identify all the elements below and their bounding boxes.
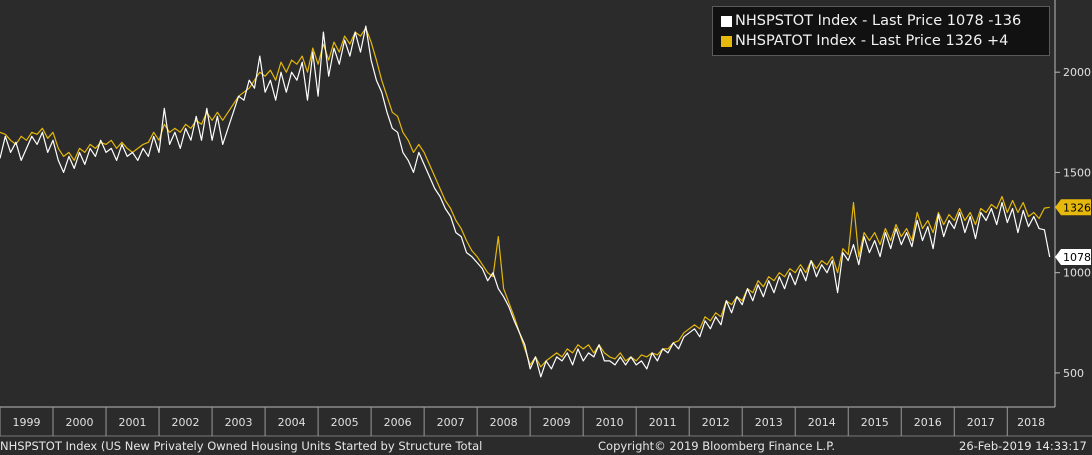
x-tick-label: 2004 xyxy=(278,416,306,429)
footer: NHSPSTOT Index (US New Privately Owned H… xyxy=(0,437,1092,455)
x-tick-label: 2006 xyxy=(384,416,412,429)
footer-timestamp: 26-Feb-2019 14:33:17 xyxy=(959,439,1087,453)
legend-entry-nhspatot: NHSPATOT Index - Last Price 1326 +4 xyxy=(721,31,1041,51)
last-price-label: 1078 xyxy=(1063,251,1091,264)
x-tick-label: 2014 xyxy=(808,416,836,429)
x-tick-label: 2018 xyxy=(1017,416,1045,429)
series-line-nhspstot xyxy=(0,25,1051,378)
y-tick-label: 2000 xyxy=(1063,66,1091,79)
y-tick-label: 500 xyxy=(1063,367,1084,380)
x-tick-label: 2005 xyxy=(331,416,359,429)
footer-copyright: Copyright© 2019 Bloomberg Finance L.P. xyxy=(598,439,835,453)
x-tick-label: 2011 xyxy=(649,416,677,429)
last-price-tag xyxy=(1055,249,1091,266)
series-line-nhspatot xyxy=(0,27,1050,368)
y-tick-label: 1000 xyxy=(1063,267,1091,280)
x-tick-label: 2016 xyxy=(914,416,942,429)
legend-label-nhspstot: NHSPSTOT Index - Last Price 1078 -136 xyxy=(735,13,1022,29)
legend: NHSPSTOT Index - Last Price 1078 -136 NH… xyxy=(712,6,1050,56)
y-tick-label: 1500 xyxy=(1063,166,1091,179)
x-tick-label: 2000 xyxy=(66,416,94,429)
x-tick-label: 2009 xyxy=(543,416,571,429)
legend-label-nhspatot: NHSPATOT Index - Last Price 1326 +4 xyxy=(735,33,1009,49)
legend-swatch-white xyxy=(721,15,732,27)
x-tick-label: 2002 xyxy=(172,416,200,429)
x-tick-label: 2001 xyxy=(119,416,147,429)
x-tick-label: 2015 xyxy=(861,416,889,429)
series-layer xyxy=(0,25,1051,378)
x-tick-label: 2008 xyxy=(490,416,518,429)
price-tags: 1078 1326 xyxy=(1055,199,1091,266)
x-axis: 1999 2000 2001 2002 2003 2004 2005 2006 2007 2008… xyxy=(0,406,1092,437)
x-tick-label: 2010 xyxy=(596,416,624,429)
x-tick-label: 2003 xyxy=(225,416,253,429)
legend-entry-nhspstot: NHSPSTOT Index - Last Price 1078 -136 xyxy=(721,11,1041,31)
footer-description: NHSPSTOT Index (US New Privately Owned H… xyxy=(0,439,483,453)
x-tick-label: 1999 xyxy=(13,416,41,429)
x-tick-label: 2007 xyxy=(437,416,465,429)
x-tick-label: 2012 xyxy=(702,416,730,429)
x-tick-label: 2013 xyxy=(755,416,783,429)
legend-swatch-gold xyxy=(721,35,732,47)
last-price-tag xyxy=(1055,199,1091,216)
x-tick-label: 2017 xyxy=(967,416,995,429)
last-price-label: 1326 xyxy=(1063,201,1091,214)
y-axis: 500 1000 1500 2000 xyxy=(1054,0,1091,407)
